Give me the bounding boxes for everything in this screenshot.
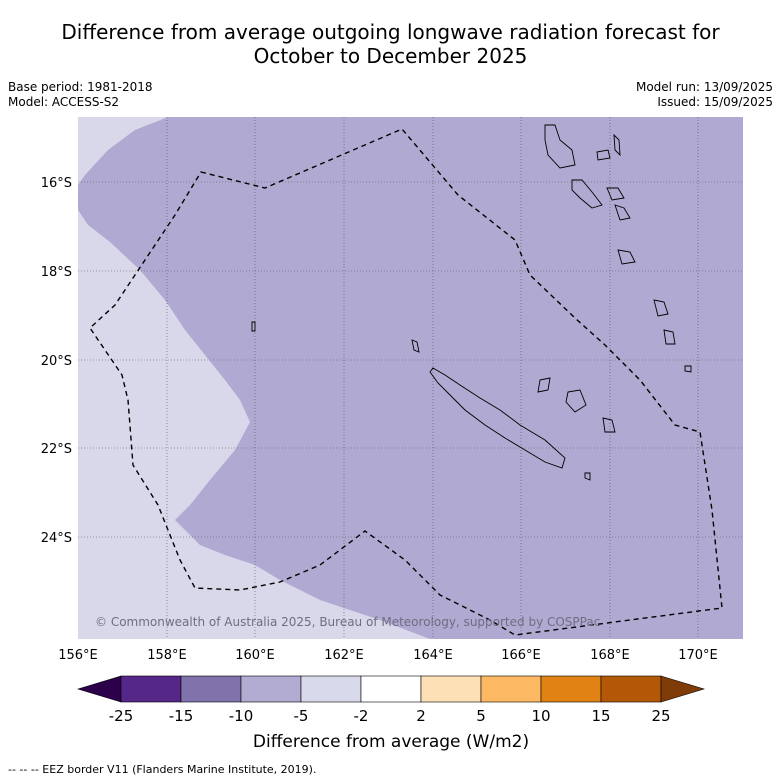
lon-label: 158°E <box>147 648 187 663</box>
vanuatu-island-4 <box>571 179 603 209</box>
vanuatu-island-6 <box>614 204 631 221</box>
colorbar-segment <box>180 675 242 703</box>
colorbar-segment <box>360 675 422 703</box>
colorbar-min-arrow <box>76 675 122 703</box>
loyalty-island-1 <box>537 377 551 393</box>
lon-label: 162°E <box>324 648 364 663</box>
colorbar-tick: 25 <box>651 707 670 725</box>
issued-date: Issued: 15/09/2025 <box>657 95 773 109</box>
lon-label: 170°E <box>678 648 718 663</box>
colorbar-segment <box>540 675 602 703</box>
coastlines <box>251 124 692 481</box>
grid-lines <box>78 117 743 639</box>
model-run: Model run: 13/09/2025 <box>635 80 773 94</box>
colorbar-max-arrow <box>660 675 706 703</box>
chart-title: Difference from average outgoing longwav… <box>0 20 781 68</box>
vanuatu-island-10 <box>684 365 692 373</box>
small-island-b <box>411 339 420 353</box>
colorbar-tick: 15 <box>591 707 610 725</box>
colorbar-tick: -25 <box>109 707 134 725</box>
lat-label: 20°S <box>41 354 72 369</box>
colorbar-segment <box>420 675 482 703</box>
loyalty-island-2 <box>565 389 587 413</box>
eez-legend-footer: -- -- -- EEZ border V11 (Flanders Marine… <box>8 763 317 776</box>
vanuatu-island-3 <box>613 133 621 157</box>
vanuatu-island-7 <box>617 249 636 265</box>
colorbar <box>76 675 706 703</box>
vanuatu-island-8 <box>653 299 669 317</box>
lat-label: 22°S <box>41 442 72 457</box>
colorbar-tick-labels: -25 -15 -10 -5 -2 2 5 10 15 25 <box>109 707 671 725</box>
lat-label: 18°S <box>41 265 72 280</box>
lon-label: 156°E <box>58 648 98 663</box>
light-anomaly-region-west <box>78 210 430 639</box>
colorbar-tick: -10 <box>229 707 254 725</box>
colorbar-tick: -2 <box>354 707 369 725</box>
lon-label: 168°E <box>590 648 630 663</box>
lat-label: 16°S <box>41 176 72 191</box>
latitude-labels: 16°S 18°S 20°S 22°S 24°S <box>41 176 72 546</box>
new-caledonia-island <box>429 367 566 469</box>
longitude-labels: 156°E 158°E 160°E 162°E 164°E 166°E 168°… <box>58 648 718 663</box>
colorbar-tick: 5 <box>476 707 486 725</box>
title-line-2: October to December 2025 <box>253 44 528 68</box>
meta-left: Base period: 1981-2018 Model: ACCESS-S2 <box>8 80 153 110</box>
loyalty-island-3 <box>602 417 616 433</box>
lon-label: 164°E <box>413 648 453 663</box>
vanuatu-island-9 <box>663 329 676 345</box>
vanuatu-island-2 <box>596 149 611 161</box>
colorbar-segment <box>300 675 362 703</box>
vanuatu-island-1 <box>544 124 576 169</box>
lon-label: 160°E <box>235 648 275 663</box>
light-anomaly-region <box>78 117 168 185</box>
model-name: Model: ACCESS-S2 <box>8 95 120 109</box>
small-island-c <box>251 321 256 332</box>
colorbar-tick: -5 <box>294 707 309 725</box>
small-island-a <box>584 472 591 481</box>
lon-label: 166°E <box>501 648 541 663</box>
copyright-text: © Commonwealth of Australia 2025, Bureau… <box>95 615 600 629</box>
colorbar-tick: 2 <box>416 707 426 725</box>
colorbar-segment <box>120 675 182 703</box>
colorbar-tick: -15 <box>169 707 194 725</box>
eez-border <box>89 128 723 636</box>
lat-label: 24°S <box>41 531 72 546</box>
colorbar-title: Difference from average (W/m2) <box>253 732 529 752</box>
colorbar-segment <box>600 675 662 703</box>
vanuatu-island-5 <box>606 187 625 201</box>
colorbar-segment <box>480 675 542 703</box>
colorbar-segment <box>240 675 302 703</box>
colorbar-tick: 10 <box>531 707 550 725</box>
title-line-1: Difference from average outgoing longwav… <box>61 20 720 44</box>
meta-right: Model run: 13/09/2025 Issued: 15/09/2025 <box>636 80 773 110</box>
map-area: © Commonwealth of Australia 2025, Bureau… <box>78 117 743 639</box>
base-period: Base period: 1981-2018 <box>8 80 153 94</box>
